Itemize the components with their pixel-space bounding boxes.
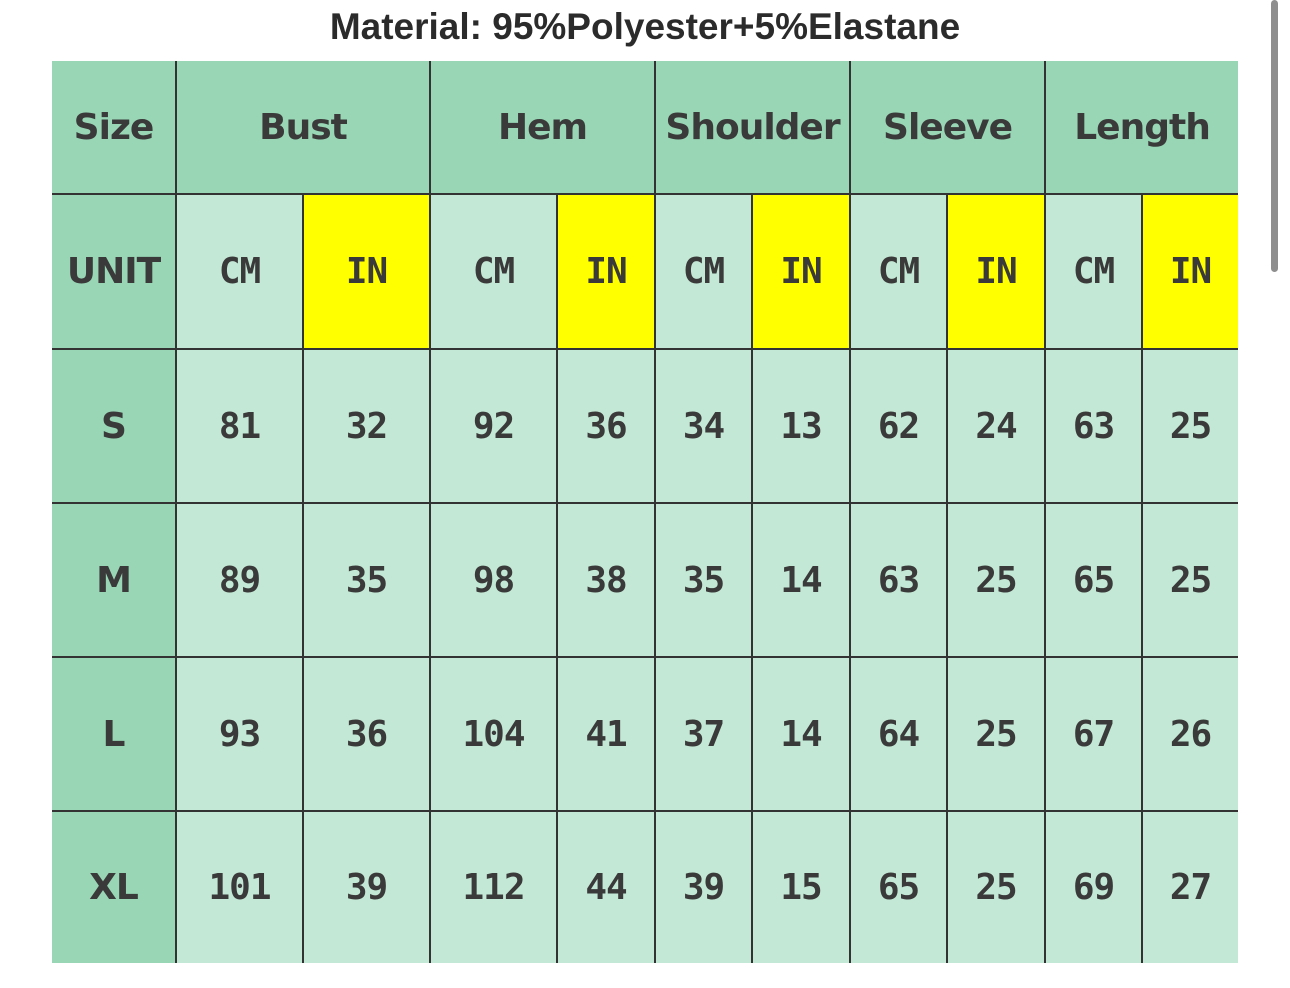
measurement-cell: 37 [654,656,753,812]
measurement-cell: 34 [654,348,753,504]
size-label: XL [52,810,177,963]
measurement-cell: 98 [429,502,558,658]
measurement-cell: 62 [849,348,949,504]
size-chart-table: Size Bust Hem Shoulder Sleeve Length UNIT CM IN C… [52,61,1239,963]
size-label: L [52,656,177,812]
unit-row: UNIT CM IN CM IN CM IN CM IN CM IN [52,193,1239,350]
measurement-cell: 112 [429,810,558,963]
measurement-cell: 35 [654,502,753,658]
measurement-cell: 32 [302,348,431,504]
measurement-cell: 25 [1141,348,1239,504]
measure-header: Bust [175,61,431,195]
measurement-cell: 38 [556,502,656,658]
table-row: M 89 35 98 38 35 14 63 25 65 25 [52,502,1239,658]
measurement-cell: 36 [302,656,431,812]
measurement-cell: 63 [1044,348,1144,504]
measurement-cell: 93 [175,656,304,812]
measurement-cell: 92 [429,348,558,504]
unit-cm: CM [654,193,753,350]
measurement-cell: 25 [946,810,1047,963]
measurement-cell: 64 [849,656,949,812]
measurement-cell: 13 [750,348,852,504]
table-row: XL 101 39 112 44 39 15 65 25 69 27 [52,810,1239,963]
measurement-cell: 101 [175,810,304,963]
unit-label: UNIT [52,193,177,350]
measurement-cell: 67 [1044,656,1144,812]
unit-cm: CM [175,193,304,350]
unit-cm: CM [429,193,558,350]
header-row: Size Bust Hem Shoulder Sleeve Length [52,61,1239,195]
measurement-cell: 14 [750,656,852,812]
unit-in: IN [1141,193,1239,350]
table-row: S 81 32 92 36 34 13 62 24 63 25 [52,348,1239,504]
material-title: Material: 95%Polyester+5%Elastane [329,6,961,47]
size-header: Size [52,61,177,195]
measurement-cell: 25 [946,502,1047,658]
measurement-cell: 36 [556,348,656,504]
measurement-cell: 39 [302,810,431,963]
measurement-cell: 81 [175,348,304,504]
unit-in: IN [302,193,431,350]
measurement-cell: 65 [849,810,949,963]
measure-header: Length [1044,61,1239,195]
size-label: S [52,348,177,504]
measure-header: Hem [429,61,656,195]
scrollbar[interactable] [1271,0,1278,272]
measurement-cell: 104 [429,656,558,812]
measurement-cell: 26 [1141,656,1239,812]
measure-header: Shoulder [653,61,852,195]
measurement-cell: 39 [654,810,753,963]
measurement-cell: 14 [750,502,852,658]
unit-in: IN [556,193,656,350]
measurement-cell: 15 [750,810,852,963]
measurement-cell: 44 [556,810,656,963]
unit-in: IN [750,193,852,350]
measurement-cell: 63 [849,502,949,658]
size-label: M [52,502,177,658]
measurement-cell: 35 [302,502,431,658]
measure-header: Sleeve [849,61,1047,195]
measurement-cell: 25 [946,656,1047,812]
measurement-cell: 27 [1141,810,1239,963]
measurement-cell: 25 [1141,502,1239,658]
table-row: L 93 36 104 41 37 14 64 25 67 26 [52,656,1239,812]
measurement-cell: 41 [556,656,656,812]
measurement-cell: 69 [1044,810,1144,963]
measurement-cell: 24 [946,348,1047,504]
unit-cm: CM [1044,193,1144,350]
measurement-cell: 89 [175,502,304,658]
unit-in: IN [946,193,1047,350]
measurement-cell: 65 [1044,502,1144,658]
unit-cm: CM [849,193,949,350]
